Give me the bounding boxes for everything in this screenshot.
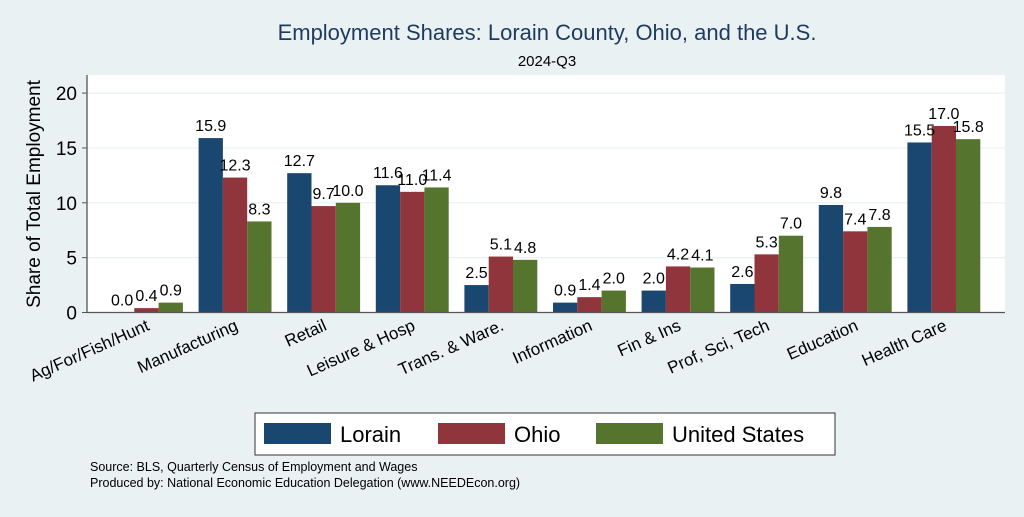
x-tick-label: Fin & Ins: [615, 316, 684, 361]
data-label: 8.3: [248, 201, 270, 218]
bar-united-states: [247, 221, 272, 313]
data-label: 7.0: [780, 216, 802, 233]
bar-lorain: [464, 285, 489, 313]
data-label: 4.2: [667, 246, 689, 263]
source-note: Source: BLS, Quarterly Census of Employm…: [90, 460, 417, 474]
bar-ohio: [843, 231, 868, 313]
x-tick-label: Ag/For/Fish/Hunt: [27, 316, 152, 386]
data-label: 15.8: [953, 119, 984, 136]
bar-united-states: [867, 226, 892, 313]
bar-lorain: [375, 185, 401, 313]
data-label: 0.0: [111, 293, 133, 310]
legend-label: United States: [672, 422, 804, 447]
data-label: 10.0: [332, 183, 363, 200]
legend-label: Ohio: [514, 422, 560, 447]
bar-ohio: [931, 126, 956, 313]
data-label: 11.6: [373, 165, 403, 182]
y-tick-label: 10: [56, 194, 77, 215]
data-label: 2.5: [465, 265, 487, 282]
data-label: 15.5: [904, 122, 935, 139]
data-label: 2.0: [603, 271, 625, 288]
bar-united-states: [778, 235, 804, 313]
bar-united-states: [513, 259, 538, 313]
data-label: 4.8: [514, 240, 536, 257]
data-label: 4.1: [691, 248, 713, 265]
bar-lorain: [730, 283, 755, 313]
bar-lorain: [907, 142, 932, 313]
bar-ohio: [222, 177, 248, 313]
data-label: 2.6: [731, 264, 753, 281]
chart-title: Employment Shares: Lorain County, Ohio, …: [278, 20, 817, 45]
bar-ohio: [311, 206, 336, 313]
x-tick-label: Retail: [282, 316, 329, 351]
bar-united-states: [335, 202, 361, 313]
y-tick-label: 0: [66, 304, 77, 325]
legend-swatch: [264, 423, 331, 444]
bar-united-states: [690, 267, 715, 313]
bar-lorain: [818, 204, 844, 313]
bar-ohio: [754, 254, 779, 313]
y-tick-label: 20: [56, 84, 77, 105]
bar-lorain: [198, 138, 223, 313]
x-tick-label: Manufacturing: [135, 316, 241, 377]
data-label: 5.1: [490, 237, 512, 254]
x-tick-label: Information: [510, 316, 595, 368]
legend-label: Lorain: [340, 422, 401, 447]
bar-lorain: [287, 173, 312, 313]
bar-united-states: [158, 302, 183, 313]
bar-ohio: [400, 191, 425, 313]
produced-by-note: Produced by: National Economic Education…: [90, 476, 520, 490]
data-label: 12.7: [284, 153, 315, 170]
chart-subtitle: 2024-Q3: [518, 53, 576, 70]
data-label: 11.4: [422, 167, 452, 184]
legend-swatch: [596, 423, 663, 444]
y-tick-label: 5: [66, 249, 77, 270]
bar-ohio: [577, 297, 602, 313]
data-label: 2.0: [643, 271, 665, 288]
data-label: 9.8: [820, 185, 842, 202]
legend-swatch: [438, 423, 505, 444]
bar-ohio: [134, 308, 159, 313]
data-label: 11.0: [397, 172, 427, 189]
x-tick-label: Prof, Sci, Tech: [665, 316, 773, 378]
bar-united-states: [424, 187, 449, 313]
data-label: 1.4: [578, 277, 600, 294]
bar-united-states: [956, 139, 981, 313]
data-label: 7.8: [868, 207, 890, 224]
data-label: 5.3: [756, 234, 778, 251]
data-label: 7.4: [844, 211, 866, 228]
data-label: 12.3: [219, 158, 250, 175]
x-tick-label: Education: [784, 316, 861, 364]
y-tick-label: 15: [56, 139, 77, 160]
bar-ohio: [488, 256, 513, 313]
bar-lorain: [553, 302, 578, 313]
x-tick-label: Health Care: [859, 316, 950, 370]
bar-lorain: [641, 290, 666, 313]
bar-united-states: [601, 290, 626, 313]
data-label: 15.9: [195, 118, 226, 135]
data-label: 17.0: [928, 106, 959, 123]
legend: Lorain Ohio United States: [254, 412, 836, 456]
data-label: 0.9: [160, 283, 182, 300]
y-axis-label: Share of Total Employment: [24, 79, 45, 307]
data-label: 0.4: [135, 288, 157, 305]
data-label: 0.9: [554, 283, 576, 300]
bar-ohio: [665, 266, 691, 313]
data-label: 9.7: [313, 186, 335, 203]
